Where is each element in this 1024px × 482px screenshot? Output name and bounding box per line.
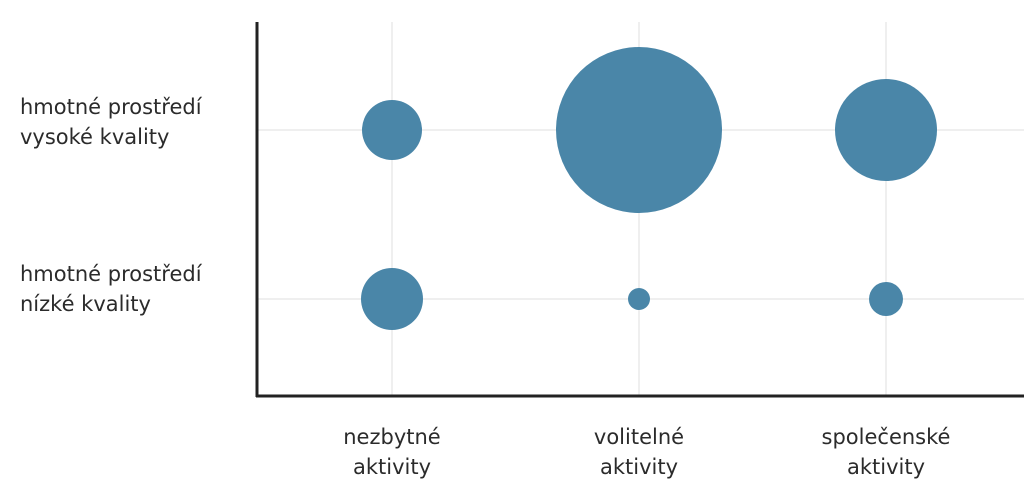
y-tick-label-line: nízké kvality (20, 292, 151, 316)
x-tick-label-line: nezbytné (343, 425, 441, 449)
x-tick-label-line: volitelné (593, 425, 685, 449)
x-tick-label-line: aktivity (846, 455, 926, 479)
bubbles (361, 47, 937, 330)
y-tick-label-line: vysoké kvality (20, 125, 170, 149)
x-tick-label-line: aktivity (352, 455, 432, 479)
bubble (835, 79, 937, 181)
y-tick-label-line: hmotné prostředí (20, 95, 202, 119)
x-tick-label-optional: volitelné aktivity (539, 422, 739, 482)
x-tick-label-line: společenské (821, 425, 951, 449)
x-tick-label-necessary: nezbytné aktivity (292, 422, 492, 482)
x-tick-label-line: aktivity (599, 455, 679, 479)
bubble (362, 100, 422, 160)
y-tick-label-high-quality: hmotné prostředí vysoké kvality (20, 92, 250, 152)
bubble (556, 47, 722, 213)
bubble (869, 282, 903, 316)
x-tick-label-social: společenské aktivity (786, 422, 986, 482)
y-tick-label-low-quality: hmotné prostředí nízké kvality (20, 259, 250, 319)
y-tick-label-line: hmotné prostředí (20, 262, 202, 286)
bubble (628, 288, 650, 310)
bubble (361, 268, 423, 330)
